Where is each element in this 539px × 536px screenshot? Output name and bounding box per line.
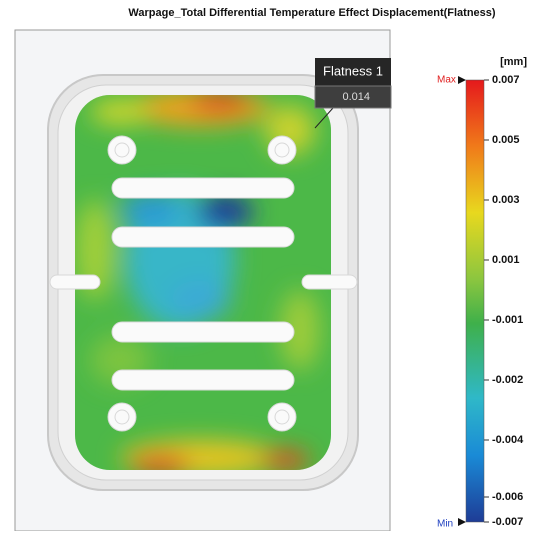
legend-unit: [mm] xyxy=(500,56,527,68)
color-bar xyxy=(466,80,484,522)
max-arrow xyxy=(458,76,466,84)
legend-label: -0.006 xyxy=(492,491,523,503)
page: {"title": "Warpage_Total Differential Te… xyxy=(0,0,539,531)
result-view: Warpage_Total Differential Temperature E… xyxy=(0,0,539,531)
legend-label: 0.007 xyxy=(492,74,520,86)
title: Warpage_Total Differential Temperature E… xyxy=(128,7,495,19)
legend-label: -0.007 xyxy=(492,516,523,528)
legend-label: 0.003 xyxy=(492,194,520,206)
probe-label: Flatness 1 xyxy=(323,63,383,78)
max-label: Max xyxy=(437,75,456,86)
legend-label: -0.004 xyxy=(492,434,524,446)
legend-label: 0.005 xyxy=(492,134,520,146)
min-arrow xyxy=(458,518,466,526)
legend-label: 0.001 xyxy=(492,254,520,266)
probe-value: 0.014 xyxy=(342,91,370,103)
legend-label: -0.001 xyxy=(492,314,523,326)
legend-label: -0.002 xyxy=(492,374,523,386)
min-label: Min xyxy=(437,519,453,530)
